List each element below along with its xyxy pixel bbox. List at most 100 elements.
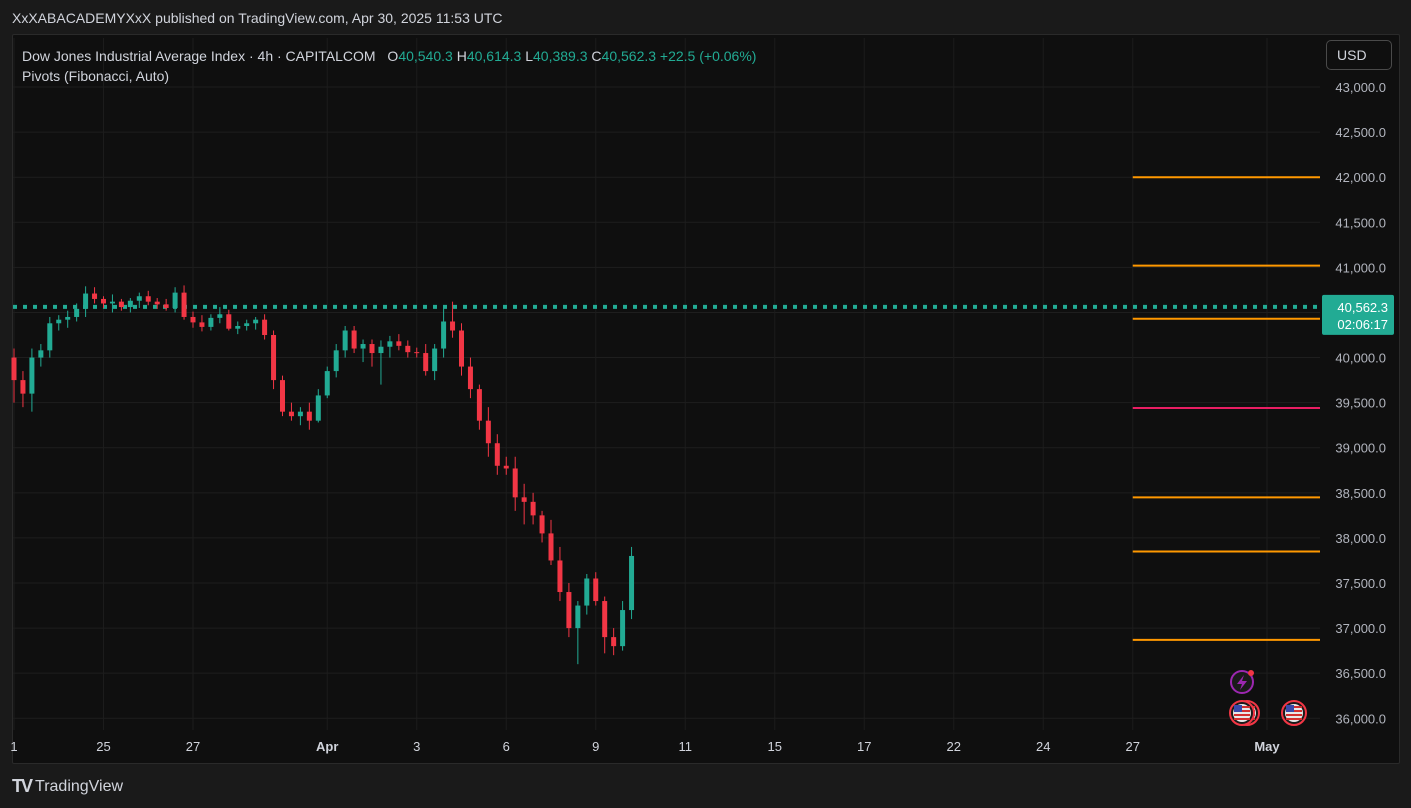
change-value: +22.5 (+0.06%) — [659, 48, 757, 64]
candle-body — [297, 411, 303, 417]
candle-body — [405, 345, 411, 353]
attribution: XxXABACADEMYXxX published on TradingView… — [12, 10, 503, 26]
candle-body — [306, 411, 312, 421]
candle — [476, 384, 482, 430]
candle-body — [136, 296, 142, 301]
brand-name: TradingView — [35, 777, 124, 795]
candle-body — [521, 497, 527, 502]
candle — [217, 307, 223, 324]
candle-body — [593, 578, 599, 602]
candle-body — [450, 321, 456, 331]
high-value: 40,614.3 — [466, 48, 522, 64]
candle-body — [217, 314, 223, 318]
candle — [423, 344, 429, 376]
candle — [29, 348, 35, 412]
candle — [297, 407, 303, 426]
candle-body — [611, 637, 617, 647]
candle-body — [65, 316, 71, 320]
us-flag-icon — [1229, 700, 1255, 726]
candle — [74, 303, 80, 322]
low-value: 40,389.3 — [533, 48, 588, 64]
low-label: L — [525, 48, 534, 64]
candle-body — [620, 610, 626, 647]
time-tick-label: 17 — [857, 739, 871, 754]
candle-body — [11, 357, 17, 381]
indicator-title[interactable]: Pivots (Fibonacci, Auto) — [22, 68, 170, 84]
candle — [593, 572, 599, 606]
currency-button[interactable]: USD — [1326, 40, 1392, 70]
pivot-levels — [1132, 176, 1320, 641]
symbol-title[interactable]: Dow Jones Industrial Average Index · 4h … — [22, 48, 376, 64]
candle-body — [485, 420, 491, 444]
us-flag-icon — [1281, 700, 1307, 726]
candle — [539, 510, 545, 543]
candle-body — [602, 601, 608, 638]
candle — [405, 340, 411, 358]
tradingview-logo-icon: TV — [12, 776, 33, 796]
candle — [369, 339, 375, 367]
candle — [163, 298, 169, 311]
candle — [154, 298, 160, 309]
candle-body — [584, 578, 590, 606]
candle-body — [38, 350, 44, 358]
candle — [333, 344, 339, 378]
candle-body — [566, 592, 572, 629]
candle — [208, 314, 214, 331]
candle-body — [575, 605, 581, 629]
candle-body — [441, 321, 447, 349]
candle — [280, 375, 285, 417]
candle-body — [548, 533, 554, 561]
candle-body — [530, 501, 536, 516]
candle — [620, 601, 626, 651]
candle — [521, 483, 527, 525]
candle-body — [414, 352, 420, 354]
us-flag-stripe — [1234, 718, 1250, 720]
candle-body — [20, 380, 26, 394]
time-tick-label: 27 — [186, 739, 200, 754]
candle-body — [512, 468, 518, 498]
chart-legend: Dow Jones Industrial Average Index · 4h … — [22, 46, 756, 86]
time-tick-label: 25 — [96, 739, 110, 754]
candle-body — [423, 353, 429, 372]
time-tick-label: 3 — [413, 739, 420, 754]
grid — [13, 38, 1320, 730]
candle-body — [163, 304, 169, 308]
candles — [11, 285, 635, 665]
candle-body — [432, 348, 438, 372]
candle — [101, 296, 106, 308]
open-value: 40,540.3 — [398, 48, 453, 64]
chart-frame[interactable] — [12, 34, 1400, 764]
candle — [414, 347, 420, 358]
price-tick-label: 38,500.0 — [1335, 486, 1386, 501]
candle-body — [253, 319, 259, 324]
candle-body — [199, 322, 205, 327]
time-tick-label: 6 — [503, 739, 510, 754]
candle-body — [29, 357, 35, 394]
footer: TV TradingView — [12, 776, 123, 797]
candle-body — [47, 323, 53, 351]
candle — [342, 325, 348, 358]
candle — [92, 287, 98, 304]
price-tick-label: 41,500.0 — [1335, 215, 1386, 230]
time-tick-label: Apr — [316, 739, 338, 754]
ohlc-values: O40,540.3 H40,614.3 L40,389.3 C40,562.3 … — [387, 48, 756, 64]
candle-body — [459, 330, 464, 367]
candle — [378, 340, 384, 385]
candle-body — [494, 443, 500, 466]
candle — [65, 310, 71, 328]
lightning-icon — [1230, 670, 1254, 694]
candle — [503, 456, 509, 475]
time-tick-label: 1 — [10, 739, 17, 754]
candle-body — [288, 411, 294, 417]
price-tick-label: 38,000.0 — [1335, 531, 1386, 546]
candle — [494, 434, 500, 475]
candle-body — [181, 292, 187, 317]
candle — [253, 316, 259, 330]
candle-body — [190, 316, 196, 323]
candle — [118, 298, 124, 311]
candle-body — [324, 371, 330, 396]
candle — [629, 546, 635, 620]
us-flag-canton — [1286, 705, 1294, 712]
time-tick-label: 15 — [768, 739, 782, 754]
